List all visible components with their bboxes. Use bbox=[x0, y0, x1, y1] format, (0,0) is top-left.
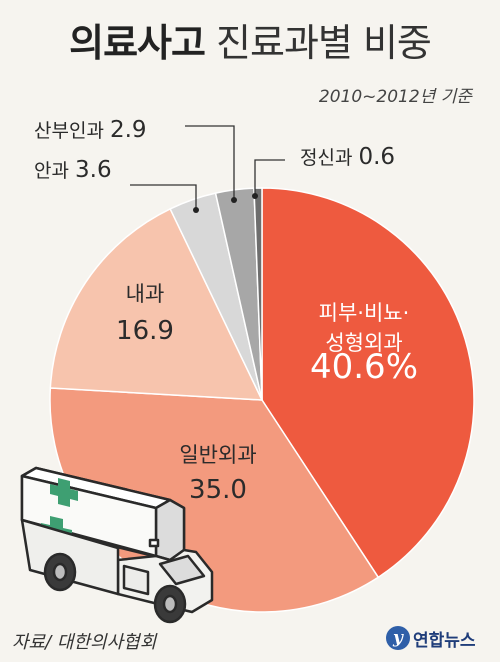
slice-label-피부-비뇨-성형외과: 피부·비뇨· 성형외과 bbox=[319, 301, 410, 355]
yonhap-logo-icon: y bbox=[386, 626, 410, 650]
brand-logo: y 연합뉴스 bbox=[386, 624, 476, 652]
title-bold: 의료사고 bbox=[69, 21, 206, 65]
brand-name: 연합뉴스 bbox=[413, 630, 476, 651]
pie-slice-내과 bbox=[49, 207, 264, 401]
pie-slices bbox=[49, 187, 475, 613]
slice-label-안과: 안과 3.6 bbox=[34, 157, 112, 183]
leader-lines bbox=[130, 125, 285, 213]
slice-label-정신과: 정신과 0.6 bbox=[300, 144, 395, 170]
leader-line-안과 bbox=[130, 184, 197, 210]
slice-label-내과: 내과 bbox=[126, 282, 165, 306]
slice-value-일반외과: 35.0 bbox=[189, 475, 247, 505]
period-label: 2010~2012년 기준 bbox=[318, 87, 472, 107]
source-note: 자료/ 대한의사협회 bbox=[12, 632, 157, 653]
title-rest: 진료과별 비중 bbox=[216, 21, 432, 65]
leader-dot-산부인과 bbox=[231, 197, 237, 203]
slice-value-산부인과: 2.9 bbox=[110, 117, 147, 143]
slice-value-내과: 16.9 bbox=[116, 316, 174, 346]
leader-dot-정신과 bbox=[252, 193, 258, 199]
slice-label-일반외과: 일반외과 bbox=[179, 443, 256, 467]
slice-label-산부인과: 산부인과 2.9 bbox=[34, 117, 147, 143]
leader-line-산부인과 bbox=[185, 125, 235, 200]
ambulance-icon bbox=[20, 466, 214, 624]
slice-value-안과: 3.6 bbox=[75, 157, 112, 183]
leader-line-정신과 bbox=[254, 159, 285, 196]
page-title: 의료사고 진료과별 비중 bbox=[0, 12, 500, 67]
pie-slice-정신과 bbox=[253, 187, 263, 401]
slice-value-정신과: 0.6 bbox=[358, 144, 395, 170]
slice-value-피부-비뇨-성형외과: 40.6% bbox=[310, 347, 418, 387]
leader-dot-안과 bbox=[193, 207, 199, 213]
